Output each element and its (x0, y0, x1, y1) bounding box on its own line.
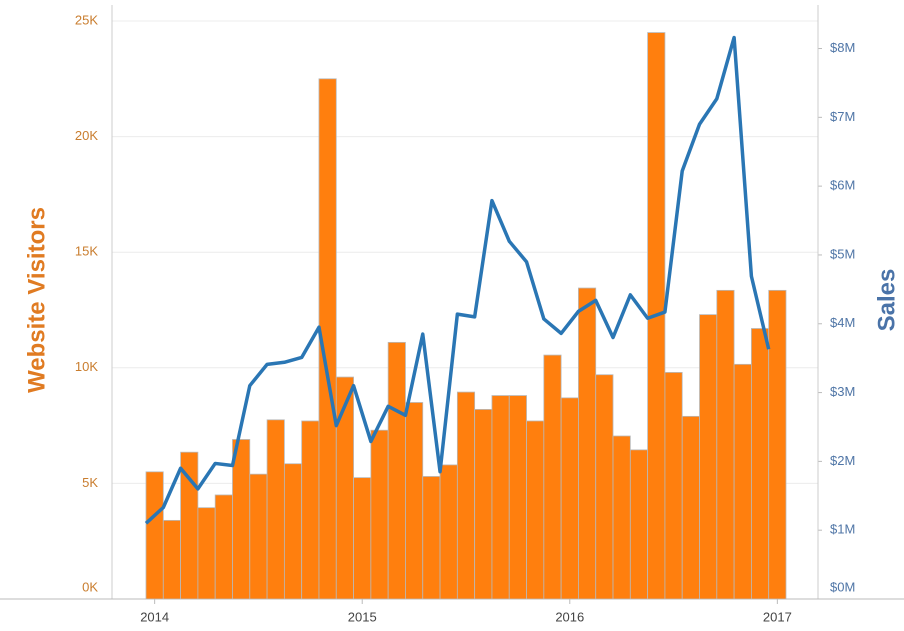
bar (232, 439, 251, 600)
bar (283, 463, 303, 600)
bar (491, 395, 510, 600)
bar (353, 477, 372, 600)
bar (439, 464, 458, 600)
bar (733, 363, 752, 600)
y2-axis-title: Sales (873, 269, 900, 332)
bar (335, 376, 354, 600)
line (144, 35, 771, 525)
bar (543, 354, 562, 600)
y2-tick-label: $8M (830, 40, 855, 55)
bar (474, 409, 493, 600)
y2-tick-label: $7M (830, 109, 855, 124)
bar (629, 449, 649, 600)
y-tick-label: 10K (75, 359, 98, 374)
y-tick-label: 15K (75, 244, 98, 259)
y-tick-label: 5K (82, 475, 98, 490)
bar (162, 519, 181, 600)
bar (318, 78, 337, 600)
bar (301, 420, 320, 600)
bar (716, 289, 735, 600)
x-tick-label: 2015 (348, 609, 377, 624)
x-tick-label: 2017 (763, 609, 792, 624)
y2-tick-label: $6M (830, 178, 855, 193)
y2-tick-label: $3M (830, 384, 855, 399)
bar (526, 420, 545, 600)
y-tick-label: 0K (82, 579, 98, 594)
bar (699, 314, 718, 600)
x-tick-label: 2016 (555, 609, 584, 624)
bar (664, 372, 683, 600)
y-tick-label: 25K (75, 12, 98, 27)
bar (214, 494, 233, 600)
bar (768, 289, 787, 600)
bar (197, 507, 216, 600)
y-axis-title: Website Visitors (23, 207, 50, 393)
y2-tick-label: $0M (830, 579, 855, 594)
y2-tick-label: $1M (830, 522, 855, 537)
bar (249, 473, 268, 600)
bar (180, 451, 199, 600)
bar (405, 402, 424, 600)
y2-tick-label: $4M (830, 315, 855, 330)
y-tick-label: 20K (75, 128, 98, 143)
bar (266, 419, 285, 600)
bar (560, 397, 579, 600)
bar (681, 415, 700, 600)
bar (422, 476, 441, 600)
y2-tick-label: $2M (830, 453, 855, 468)
bar (508, 395, 527, 600)
bar (370, 429, 389, 600)
bar (612, 435, 631, 600)
bar (751, 328, 770, 600)
y2-tick-label: $5M (830, 246, 855, 261)
x-tick-label: 2014 (140, 609, 169, 624)
bar (595, 374, 614, 600)
bar (387, 341, 406, 600)
bar (145, 471, 164, 600)
bar (456, 391, 476, 600)
bar (578, 287, 597, 600)
